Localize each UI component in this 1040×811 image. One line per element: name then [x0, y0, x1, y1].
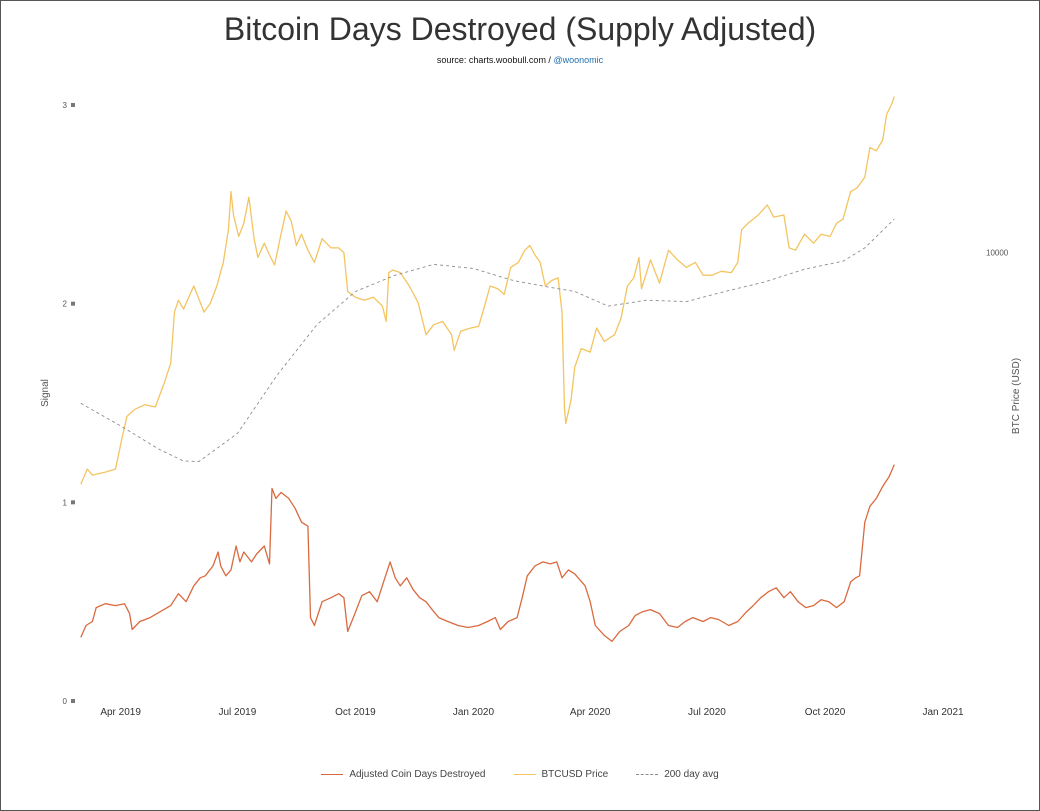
chart-title: Bitcoin Days Destroyed (Supply Adjusted)	[223, 11, 817, 47]
right-tick-label: 10000	[986, 249, 1009, 258]
legend-label-avg: 200 day avg	[664, 769, 719, 780]
legend-swatch-cdd	[321, 774, 344, 775]
x-tick-label: Jan 2020	[453, 707, 495, 718]
chart-legend: Adjusted Coin Days Destroyed BTCUSD Pric…	[1, 769, 1039, 780]
left-tick-mark	[71, 699, 75, 703]
x-tick-label: Apr 2020	[570, 707, 611, 718]
legend-swatch-avg	[636, 774, 659, 775]
left-tick-mark	[71, 301, 75, 306]
x-tick-label: Oct 2020	[805, 707, 846, 718]
x-tick-label: Jan 2021	[922, 707, 964, 718]
left-axis-title: Signal	[40, 379, 51, 407]
left-tick-mark	[71, 103, 75, 107]
left-tick-mark	[71, 500, 75, 505]
x-tick-label: Apr 2019	[100, 707, 141, 718]
source-prefix: source: charts.woobull.com /	[436, 55, 554, 65]
series-line-btc	[80, 96, 895, 485]
legend-label-btc: BTCUSD Price	[541, 769, 609, 780]
series-line-cdd	[80, 464, 895, 643]
chart-source: source: charts.woobull.com / @woonomic	[1, 55, 1039, 65]
legend-swatch-btc	[513, 774, 536, 775]
x-tick-label: Oct 2019	[335, 707, 376, 718]
source-handle-link[interactable]: @woonomic	[553, 55, 604, 65]
legend-item-cdd[interactable]: Adjusted Coin Days Destroyed	[321, 769, 486, 780]
legend-item-avg[interactable]: 200 day avg	[636, 769, 719, 780]
right-axis-title: BTC Price (USD)	[1011, 358, 1022, 434]
left-tick-label: 2	[63, 300, 68, 309]
left-tick-label: 1	[63, 498, 68, 507]
legend-label-cdd: Adjusted Coin Days Destroyed	[349, 769, 486, 780]
left-tick-label: 0	[63, 697, 68, 706]
series-line-200-day-avg	[80, 218, 895, 462]
x-tick-label: Jul 2019	[218, 707, 256, 718]
legend-item-btc[interactable]: BTCUSD Price	[513, 769, 609, 780]
left-tick-label: 3	[63, 101, 68, 110]
x-tick-label: Jul 2020	[688, 707, 726, 718]
